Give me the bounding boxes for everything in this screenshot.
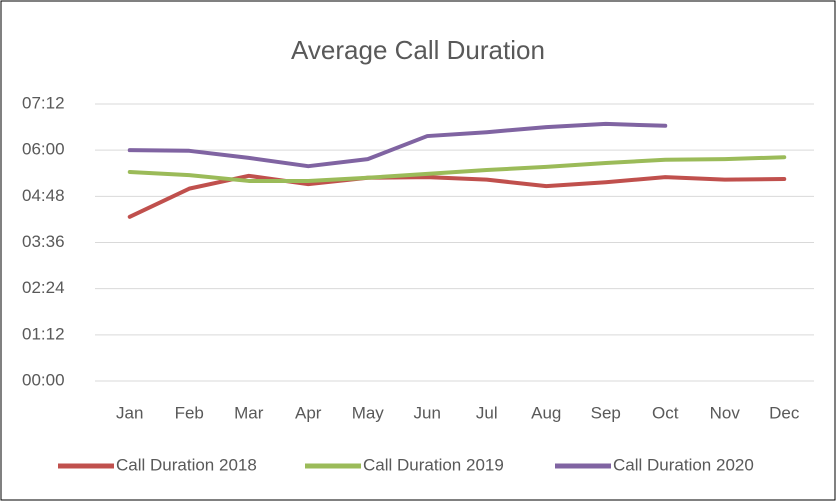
y-tick-label: 06:00 [22, 140, 65, 159]
x-tick-label: Aug [531, 403, 561, 422]
series-line [127, 121, 668, 169]
x-tick-label: Jul [476, 403, 498, 422]
x-tick-label: Jan [116, 403, 143, 422]
x-tick-label: Nov [710, 403, 741, 422]
chart-title: Average Call Duration [291, 35, 545, 65]
series-line [127, 173, 787, 219]
y-tick-label: 02:24 [22, 278, 65, 297]
y-tick-label: 03:36 [22, 232, 65, 251]
x-tick-label: Oct [652, 403, 679, 422]
legend-label: Call Duration 2020 [613, 455, 754, 474]
y-tick-label: 04:48 [22, 186, 65, 205]
x-tick-label: May [352, 403, 385, 422]
y-tick-label: 01:12 [22, 324, 65, 343]
x-tick-label: Dec [769, 403, 800, 422]
x-tick-label: Feb [175, 403, 204, 422]
series-line [127, 155, 787, 183]
legend-label: Call Duration 2019 [363, 455, 504, 474]
x-tick-label: Sep [591, 403, 621, 422]
x-tick-label: Apr [295, 403, 322, 422]
legend-label: Call Duration 2018 [116, 455, 257, 474]
y-tick-label: 00:00 [22, 370, 65, 389]
y-tick-label: 07:12 [22, 93, 65, 112]
x-tick-label: Mar [234, 403, 264, 422]
x-tick-label: Jun [414, 403, 441, 422]
